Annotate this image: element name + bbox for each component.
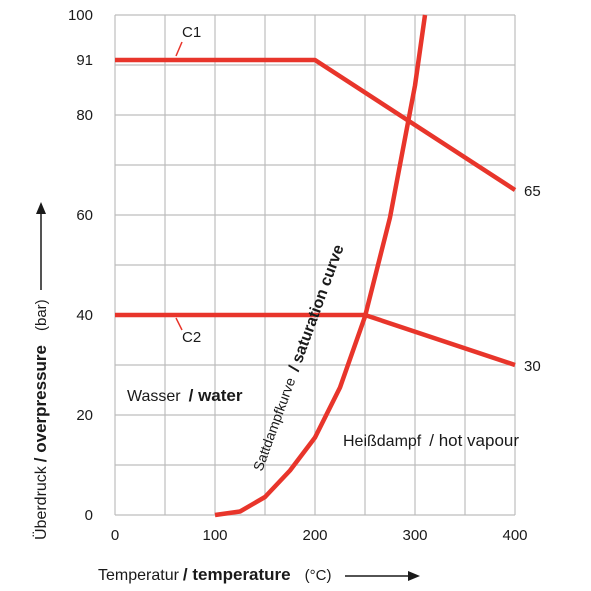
x-axis-title: Temperatur / temperature (°C) — [98, 565, 331, 584]
region-vapour-label: Heißdampf / hot vapour — [343, 431, 519, 450]
x-axis-unit: (°C) — [305, 567, 332, 584]
y-tick-label: 60 — [76, 207, 93, 224]
c2-leader — [175, 317, 183, 331]
series-line-1 — [115, 57, 517, 192]
x-tick-label: 100 — [202, 527, 227, 544]
x-axis-label-sep: / — [183, 565, 192, 584]
sat-label-de: Sattdampfkurve — [250, 375, 299, 473]
svg-text:Wasser / water: Wasser / water — [127, 386, 243, 405]
x-tick-label: 200 — [302, 527, 327, 544]
y-tick-label: 91 — [76, 52, 93, 69]
series-line-3 — [214, 14, 428, 518]
y-tick-label: 100 — [68, 7, 93, 24]
y-axis-label-en: overpressure — [31, 345, 50, 453]
water-label-de: Wasser — [127, 388, 181, 405]
c2-label: C2 — [182, 329, 201, 346]
svg-text:Heißdampf / hot vapour: Heißdampf / hot vapour — [343, 431, 519, 450]
c1-label: C1 — [182, 24, 201, 41]
y-tick-label: 80 — [76, 107, 93, 124]
y-axis-unit: (bar) — [33, 299, 50, 331]
y-axis-arrow — [36, 202, 46, 290]
x-tick-label: 400 — [502, 527, 527, 544]
sat-label-en: / saturation curve — [286, 242, 348, 373]
region-water-label: Wasser / water — [127, 386, 243, 405]
vapour-label-de: Heißdampf — [343, 433, 422, 450]
y-axis-title: Überdruck / overpressure (bar) — [31, 299, 50, 540]
x-tick-label: 300 — [402, 527, 427, 544]
x-axis-label-de: Temperatur — [98, 567, 180, 584]
series-end-label-2: 30 — [524, 358, 541, 375]
series-end-label-1: 65 — [524, 183, 541, 200]
water-label-en: / water — [189, 386, 243, 405]
y-tick-label: 0 — [85, 507, 93, 524]
y-axis-label-sep: / — [31, 453, 50, 462]
tick-labels: 0 100 200 300 400 0 20 40 60 80 100 91 — [68, 7, 528, 544]
x-tick-label: 0 — [111, 527, 119, 544]
x-axis-label-en: temperature — [192, 565, 290, 584]
svg-text:Überdruck / over: Überdruck / overpressure (bar) — [31, 299, 50, 540]
vapour-label-en: / hot vapour — [429, 431, 519, 450]
c1-leader — [175, 41, 183, 57]
series-group: 65 30 — [115, 14, 541, 518]
x-axis-arrow — [345, 571, 420, 581]
y-tick-label: 40 — [76, 307, 93, 324]
y-axis-label-de: Überdruck — [32, 465, 50, 540]
y-tick-label: 20 — [76, 407, 93, 424]
